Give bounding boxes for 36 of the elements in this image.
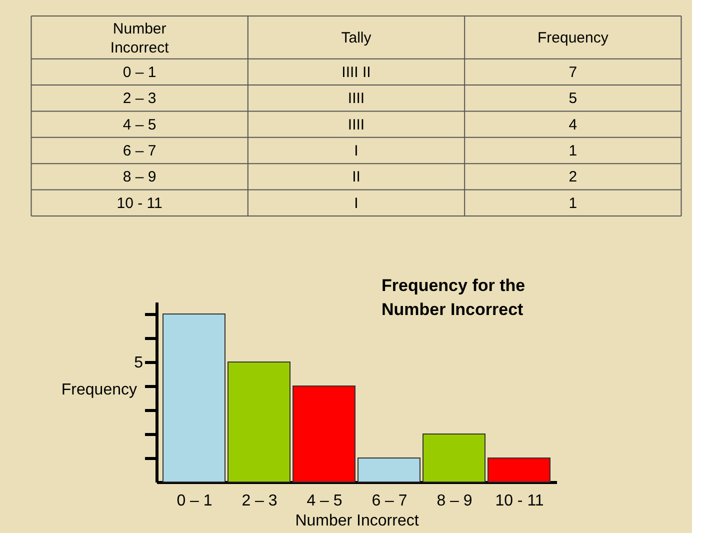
text: Frequency [537, 29, 609, 46]
x-tick-label: 4 – 5 [306, 492, 342, 510]
x-tick-label: 6 – 7 [372, 492, 408, 510]
bar [422, 434, 486, 482]
x-tick-label: 10 - 11 [495, 492, 544, 510]
bar [162, 314, 226, 482]
bar [358, 458, 420, 482]
x-tick-label: 2 – 3 [242, 492, 278, 510]
data-label: 1 [568, 194, 578, 212]
text: I [354, 194, 358, 212]
x-tick-label: 8 – 9 [436, 492, 472, 510]
category-label: 0 – 1 [122, 64, 156, 81]
category-label: 10 - 11 [116, 194, 162, 212]
text: I [354, 142, 358, 160]
text: II [352, 168, 360, 186]
y-axis-title: Frequency [61, 382, 137, 398]
data-label: 4 [568, 116, 578, 134]
chart-title: Frequency for the Number Incorrect [382, 276, 526, 319]
data-label: 2 [568, 168, 578, 186]
x-tick-label: 0 – 1 [176, 492, 212, 510]
bar [292, 386, 356, 482]
x-axis-title: Number Incorrect [295, 512, 420, 530]
category-label: 8 – 9 [122, 168, 156, 186]
data-label: 5 [568, 90, 578, 108]
text: IIII [348, 90, 365, 108]
category-label: 6 – 7 [122, 142, 156, 160]
text: IIII II [342, 64, 371, 81]
text: IIII [348, 116, 365, 134]
data-label: 7 [568, 64, 578, 81]
text: Number Incorrect [110, 20, 170, 56]
bar [488, 458, 550, 482]
data-label: 1 [568, 142, 578, 160]
category-label: 4 – 5 [122, 116, 156, 134]
text: Tally [341, 29, 372, 46]
bar [228, 362, 290, 482]
category-label: 2 – 3 [122, 90, 156, 108]
